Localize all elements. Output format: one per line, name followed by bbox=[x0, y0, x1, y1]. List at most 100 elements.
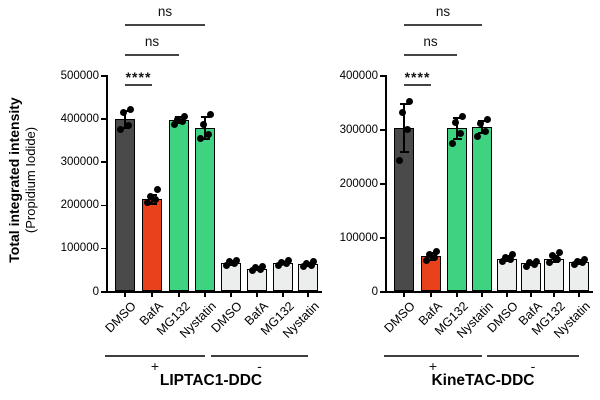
data-point bbox=[395, 157, 403, 165]
data-point bbox=[124, 121, 132, 129]
data-point bbox=[532, 257, 540, 265]
x-tick-mark bbox=[553, 293, 555, 297]
y-tick-label: 300000 bbox=[339, 123, 378, 136]
data-point bbox=[578, 259, 586, 267]
data-point bbox=[555, 249, 563, 257]
data-point bbox=[580, 256, 588, 264]
data-point bbox=[170, 120, 178, 128]
data-point bbox=[143, 199, 151, 207]
data-point bbox=[476, 120, 484, 128]
data-point bbox=[422, 256, 430, 264]
data-point bbox=[146, 192, 154, 200]
bar bbox=[169, 120, 189, 291]
data-point bbox=[458, 113, 466, 121]
bar bbox=[195, 128, 215, 291]
data-point bbox=[196, 135, 204, 143]
data-point bbox=[425, 251, 433, 259]
panel-title: LIPTAC1-DDC bbox=[159, 372, 263, 389]
error-bar-cap-bottom bbox=[200, 137, 210, 140]
data-point bbox=[307, 261, 315, 269]
group-symbol: - bbox=[530, 358, 536, 374]
x-tick-mark bbox=[124, 293, 126, 297]
significance-bracket-line bbox=[125, 24, 205, 26]
data-point bbox=[248, 267, 256, 275]
data-point bbox=[573, 257, 581, 265]
y-tick-label: 100000 bbox=[60, 242, 99, 255]
data-point bbox=[204, 130, 212, 138]
data-point bbox=[309, 258, 317, 266]
data-point bbox=[483, 115, 491, 123]
y-tick-label: 200000 bbox=[339, 177, 378, 190]
significance-bracket-line bbox=[125, 84, 152, 86]
data-point bbox=[405, 97, 413, 105]
y-tick-mark bbox=[101, 291, 106, 293]
x-axis-line bbox=[106, 291, 322, 293]
data-point bbox=[277, 258, 285, 266]
y-tick-mark bbox=[380, 75, 385, 77]
data-point bbox=[206, 111, 214, 119]
data-point bbox=[225, 258, 233, 266]
data-point bbox=[222, 262, 230, 270]
data-point bbox=[432, 248, 440, 256]
error-bar bbox=[456, 116, 458, 141]
data-point bbox=[548, 252, 556, 260]
data-point bbox=[232, 256, 240, 264]
data-point bbox=[430, 254, 438, 262]
significance-bracket-line bbox=[404, 84, 431, 86]
error-bar-cap-bottom bbox=[549, 261, 559, 264]
data-point bbox=[451, 119, 459, 127]
y-tick-mark bbox=[101, 161, 106, 163]
significance-label: **** bbox=[125, 69, 152, 85]
data-point bbox=[508, 251, 516, 259]
data-point bbox=[522, 262, 530, 270]
error-bar-cap-bottom bbox=[452, 138, 462, 141]
y-axis-line bbox=[385, 75, 387, 293]
y-tick-mark bbox=[380, 237, 385, 239]
data-point bbox=[151, 196, 159, 204]
data-point bbox=[498, 258, 506, 266]
data-point bbox=[302, 259, 310, 267]
data-point bbox=[173, 115, 181, 123]
x-tick-mark bbox=[430, 293, 432, 297]
significance-label: ns bbox=[423, 34, 438, 49]
bar bbox=[447, 128, 467, 291]
data-point bbox=[473, 133, 481, 141]
x-tick-mark bbox=[456, 293, 458, 297]
bar bbox=[472, 127, 492, 291]
y-tick-mark bbox=[101, 118, 106, 120]
panel-title: KineTAC-DDC bbox=[431, 372, 535, 389]
x-tick-mark bbox=[151, 293, 153, 297]
group-underline bbox=[211, 355, 308, 357]
error-bar-cap-bottom bbox=[147, 203, 157, 206]
significance-label: ns bbox=[144, 34, 160, 49]
x-tick-mark bbox=[481, 293, 483, 297]
x-tick-mark bbox=[282, 293, 284, 297]
data-point bbox=[506, 256, 514, 264]
data-point bbox=[258, 262, 266, 270]
group-underline bbox=[384, 355, 482, 357]
x-tick-mark bbox=[578, 293, 580, 297]
x-tick-mark bbox=[178, 293, 180, 297]
bar bbox=[115, 119, 135, 291]
y-axis-line bbox=[106, 75, 108, 293]
group-symbol: + bbox=[428, 358, 438, 374]
significance-bracket-line bbox=[125, 54, 179, 56]
data-point bbox=[119, 109, 127, 117]
significance-bracket-line bbox=[404, 24, 482, 26]
group-symbol: - bbox=[257, 358, 262, 374]
data-point bbox=[456, 130, 464, 138]
x-tick-mark bbox=[403, 293, 405, 297]
x-tick-mark bbox=[204, 293, 206, 297]
y-tick-mark bbox=[101, 75, 106, 77]
y-tick-label: 200000 bbox=[60, 199, 99, 212]
y-tick-label: 100000 bbox=[339, 231, 378, 244]
data-point bbox=[180, 112, 188, 120]
significance-label: **** bbox=[404, 69, 431, 85]
data-point bbox=[178, 118, 186, 126]
y-tick-label: 400000 bbox=[60, 112, 99, 125]
x-tick-mark bbox=[256, 293, 258, 297]
data-point bbox=[153, 186, 161, 194]
y-tick-label: 300000 bbox=[60, 155, 99, 168]
group-symbol: + bbox=[150, 358, 160, 374]
